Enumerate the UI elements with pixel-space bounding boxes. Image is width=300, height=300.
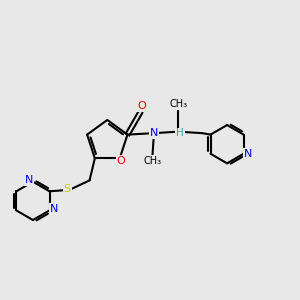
Text: CH₃: CH₃	[143, 155, 162, 166]
Text: S: S	[64, 184, 71, 194]
Text: O: O	[117, 156, 125, 166]
Text: N: N	[244, 149, 252, 159]
Text: H: H	[176, 128, 184, 138]
Text: N: N	[25, 175, 33, 185]
Text: N: N	[150, 128, 158, 138]
Text: CH₃: CH₃	[169, 99, 187, 109]
Text: N: N	[50, 204, 58, 214]
Text: O: O	[137, 101, 146, 111]
